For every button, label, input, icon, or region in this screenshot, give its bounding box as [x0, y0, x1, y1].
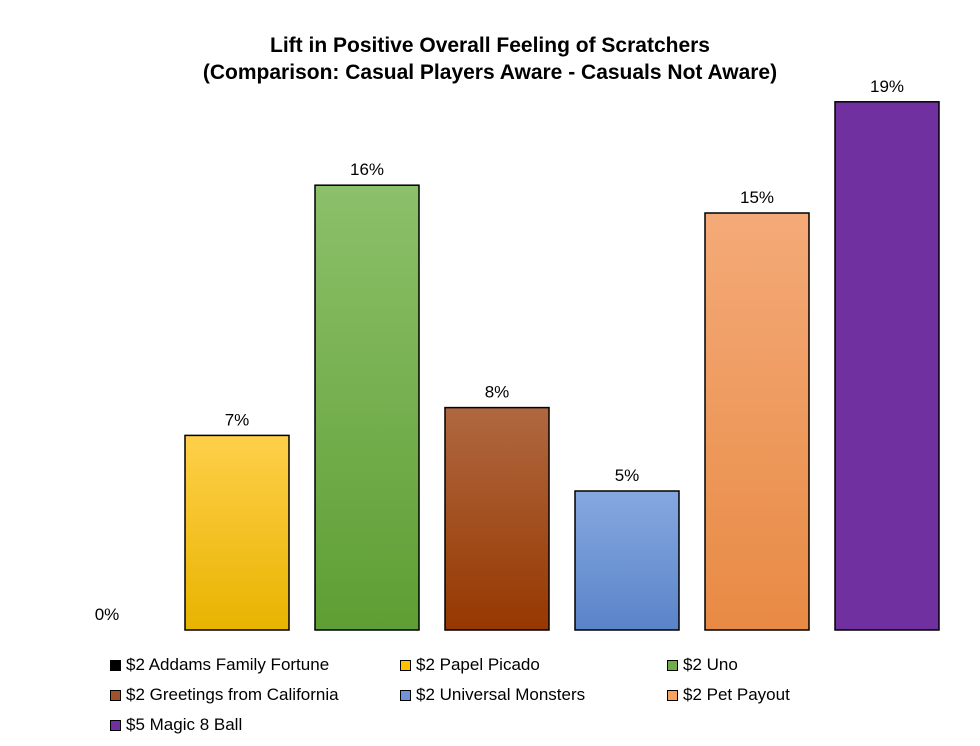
- legend-swatch: [110, 659, 121, 671]
- legend-item-2-papel-picado: $2 Papel Picado: [400, 655, 540, 675]
- data-label-2-uno: 16%: [350, 160, 384, 179]
- bar-2-uno: [314, 184, 420, 631]
- data-label-2-addams-family-fortune: 0%: [95, 605, 120, 624]
- chart-subtitle: (Comparison: Casual Players Aware - Casu…: [202, 61, 778, 84]
- legend-label: $2 Papel Picado: [416, 655, 540, 674]
- bar-2-papel-picado: [184, 434, 290, 631]
- bar-2-pet-payout: [704, 212, 810, 631]
- legend-item-2-uno: $2 Uno: [667, 655, 738, 675]
- data-label-5-magic-8-ball: 19%: [870, 77, 904, 96]
- bar-2-greetings-from-california: [444, 406, 550, 631]
- chart-title: Lift in Positive Overall Feeling of Scra…: [270, 34, 710, 57]
- legend-item-2-universal-monsters: $2 Universal Monsters: [400, 685, 585, 705]
- legend-item-2-greetings-from-california: $2 Greetings from California: [110, 685, 339, 705]
- bar-5-magic-8-ball: [834, 101, 940, 631]
- data-labels: 0% 7% 16% 8% 5% 15% 19%: [95, 77, 904, 624]
- legend-swatch: [667, 689, 678, 701]
- data-label-2-pet-payout: 15%: [740, 188, 774, 207]
- bar-2-universal-monsters: [574, 490, 680, 631]
- data-label-2-papel-picado: 7%: [225, 410, 250, 429]
- legend-label: $2 Addams Family Fortune: [126, 655, 330, 674]
- legend-swatch: [667, 659, 678, 671]
- legend-swatch: [110, 689, 121, 701]
- legend-label: $2 Greetings from California: [126, 685, 339, 704]
- legend-item-5-magic-8-ball: $5 Magic 8 Ball: [110, 715, 242, 735]
- legend-item-2-addams-family-fortune: $2 Addams Family Fortune: [110, 655, 329, 675]
- legend-label: $2 Uno: [683, 655, 738, 674]
- data-label-2-universal-monsters: 5%: [615, 466, 640, 485]
- bars: [184, 101, 940, 631]
- legend-label: $2 Pet Payout: [683, 685, 790, 704]
- legend-swatch: [400, 689, 411, 701]
- legend-item-2-pet-payout: $2 Pet Payout: [667, 685, 790, 705]
- legend-swatch: [110, 719, 121, 731]
- legend-label: $5 Magic 8 Ball: [126, 715, 243, 734]
- legend-label: $2 Universal Monsters: [416, 685, 586, 704]
- legend-swatch: [400, 659, 411, 671]
- data-label-2-greetings-from-california: 8%: [485, 383, 510, 402]
